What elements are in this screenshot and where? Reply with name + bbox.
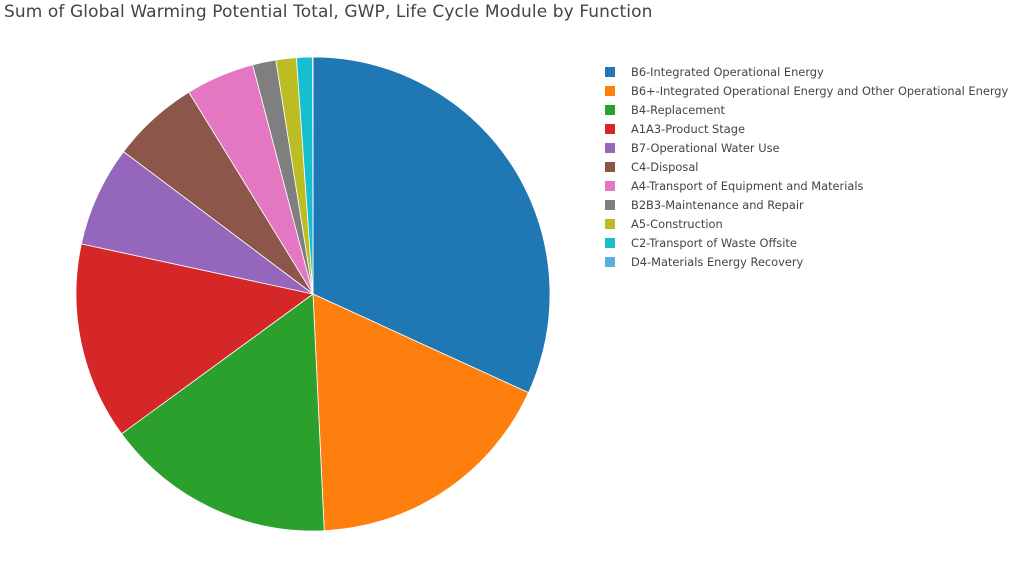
pie-slice-b6-0[interactable] (312, 56, 551, 394)
legend-label: B6-Integrated Operational Energy (631, 64, 824, 79)
legend-label: C4-Disposal (631, 159, 699, 174)
legend-label: B2B3-Maintenance and Repair (631, 197, 804, 212)
legend-item[interactable]: A1A3-Product Stage (605, 119, 1013, 138)
legend-swatch (605, 161, 615, 172)
legend-swatch (605, 237, 615, 248)
pie-slice-b6-1[interactable] (312, 293, 530, 532)
legend-item[interactable]: B7-Operational Water Use (605, 138, 1013, 157)
legend-swatch (605, 66, 615, 77)
legend-swatch (605, 218, 615, 229)
chart-title: Sum of Global Warming Potential Total, G… (4, 2, 653, 22)
pie-chart (75, 56, 551, 532)
pie-slice-b4-2[interactable] (121, 293, 325, 532)
legend-label: A1A3-Product Stage (631, 121, 745, 136)
legend-swatch (605, 180, 615, 191)
legend-label: B4-Replacement (631, 102, 726, 117)
legend-label: A5-Construction (631, 216, 723, 231)
legend-item[interactable]: D4-Materials Energy Recovery (605, 252, 1013, 271)
legend-item[interactable]: A4-Transport of Equipment and Materials (605, 176, 1013, 195)
legend-label: B6+-Integrated Operational Energy and Ot… (631, 83, 1009, 98)
legend-swatch (605, 142, 615, 153)
legend-label: C2-Transport of Waste Offsite (631, 235, 797, 250)
legend-item[interactable]: A5-Construction (605, 214, 1013, 233)
legend-swatch (605, 123, 615, 134)
legend-swatch (605, 256, 615, 267)
legend-label: A4-Transport of Equipment and Materials (631, 178, 864, 193)
pie-slice-a1a3-3[interactable] (75, 243, 314, 435)
legend: B6-Integrated Operational Energy B6+-Inte… (605, 62, 1013, 271)
legend-label: D4-Materials Energy Recovery (631, 254, 804, 269)
legend-swatch (605, 199, 615, 210)
legend-item[interactable]: B6+-Integrated Operational Energy and Ot… (605, 81, 1013, 100)
legend-item[interactable]: B4-Replacement (605, 100, 1013, 119)
legend-item[interactable]: C2-Transport of Waste Offsite (605, 233, 1013, 252)
legend-label: B7-Operational Water Use (631, 140, 780, 155)
legend-item[interactable]: C4-Disposal (605, 157, 1013, 176)
legend-swatch (605, 104, 615, 115)
legend-item[interactable]: B2B3-Maintenance and Repair (605, 195, 1013, 214)
legend-item[interactable]: B6-Integrated Operational Energy (605, 62, 1013, 81)
pie-slices (75, 56, 551, 532)
legend-swatch (605, 85, 615, 96)
